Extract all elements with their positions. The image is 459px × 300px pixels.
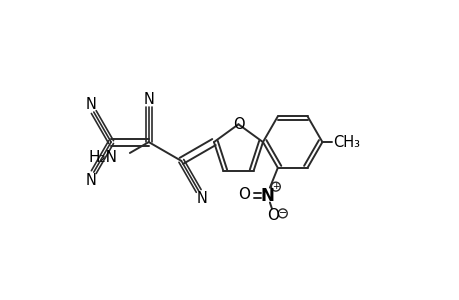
Text: O: O [232, 117, 244, 132]
Text: CH₃: CH₃ [332, 135, 359, 150]
Text: +: + [272, 182, 279, 191]
Text: O: O [238, 187, 250, 202]
Text: N: N [85, 97, 96, 112]
Text: N: N [85, 172, 96, 188]
Text: N: N [143, 92, 154, 107]
Text: −: − [278, 208, 286, 218]
Text: N: N [260, 187, 274, 205]
Text: H₂N: H₂N [89, 150, 118, 165]
Text: N: N [196, 191, 207, 206]
Text: O: O [266, 208, 278, 223]
